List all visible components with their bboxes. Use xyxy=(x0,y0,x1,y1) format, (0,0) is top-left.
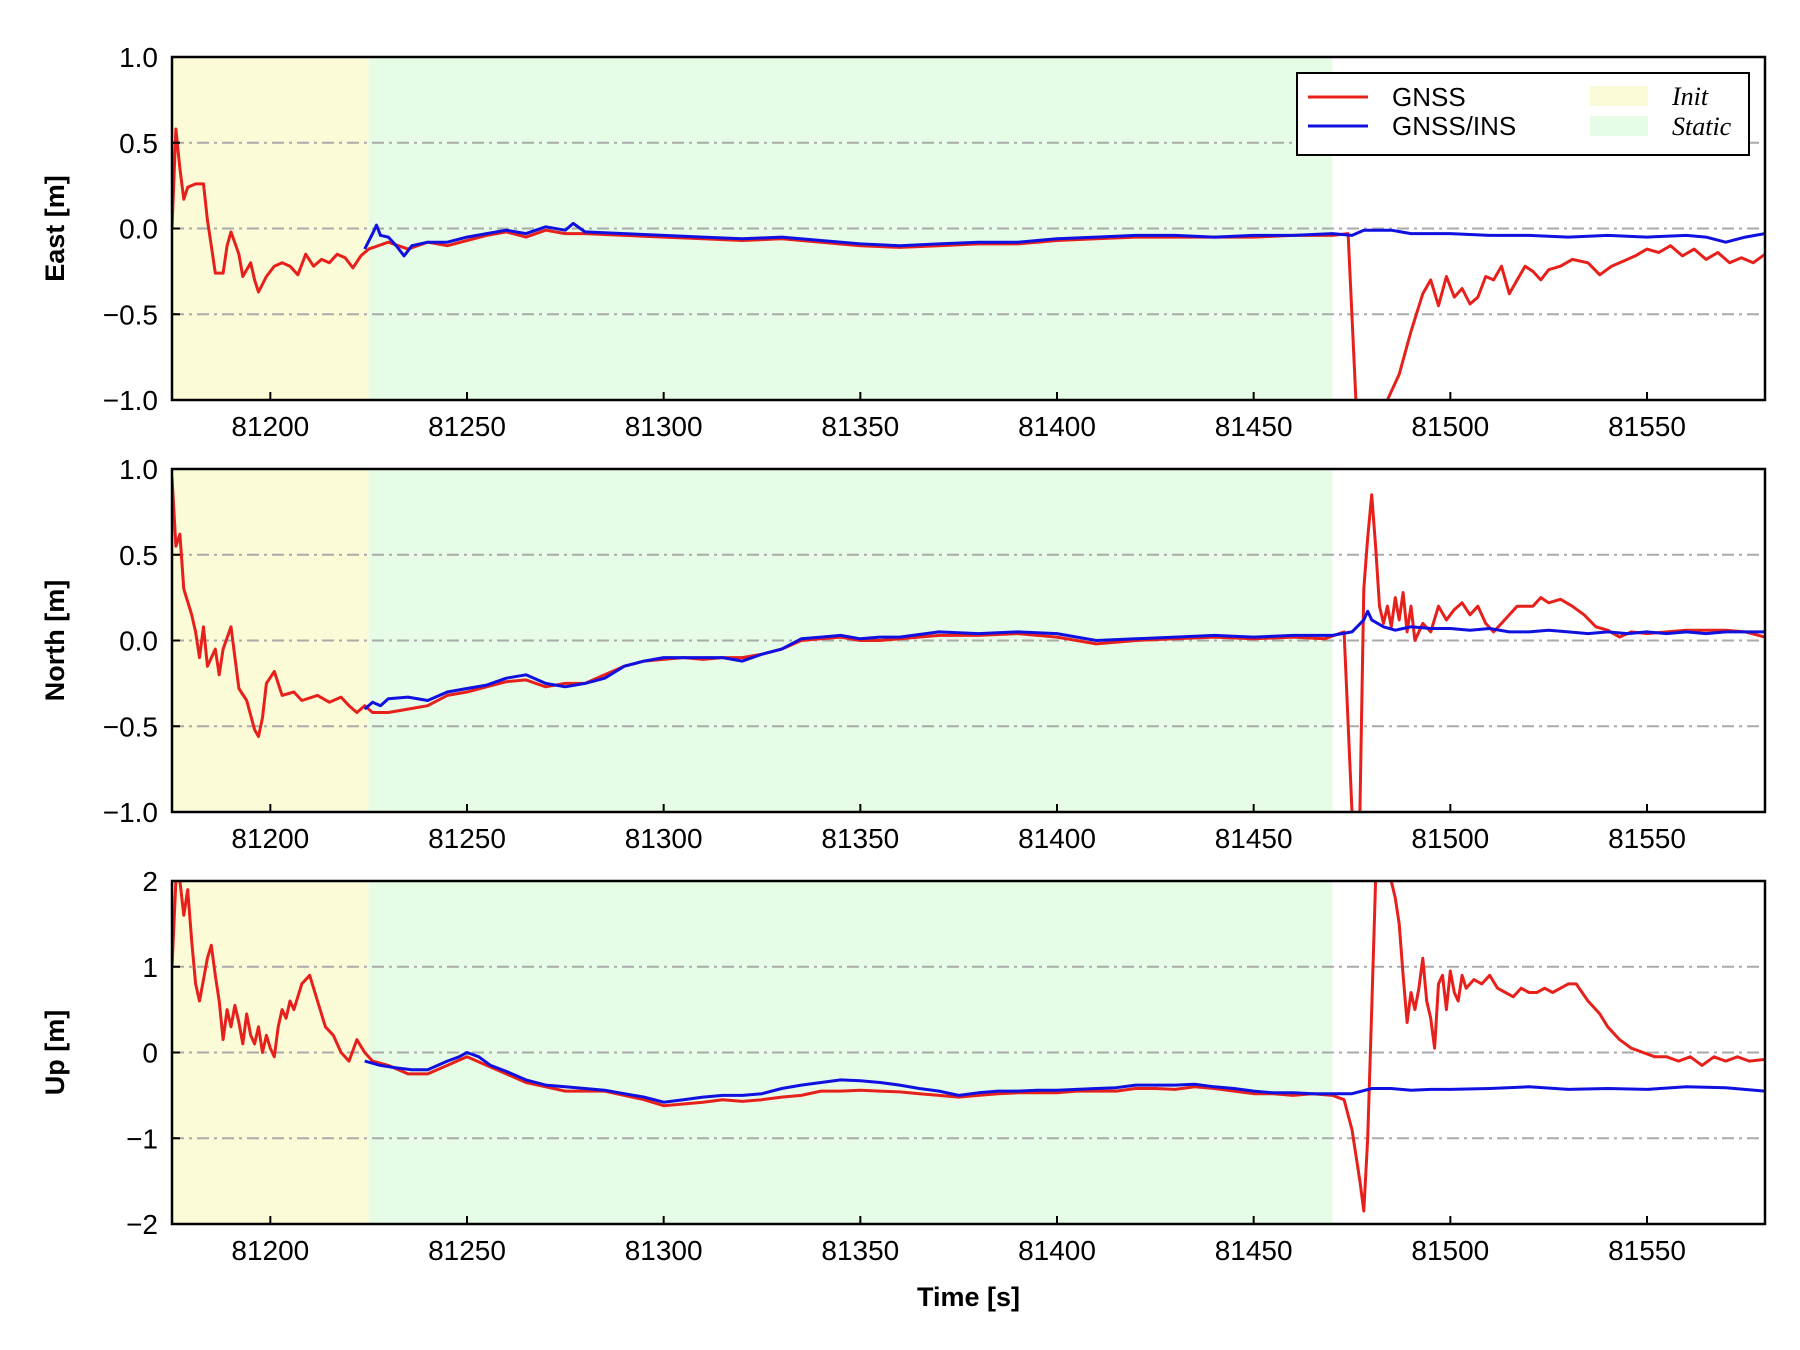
series-group xyxy=(172,127,1765,400)
y-tick-label: 0 xyxy=(142,1038,158,1069)
x-tick-label: 81400 xyxy=(1018,823,1096,854)
legend-swatch-init xyxy=(1590,86,1648,106)
x-tick-label: 81450 xyxy=(1215,823,1293,854)
y-tick-label: −1.0 xyxy=(103,797,158,828)
x-tick-label: 81450 xyxy=(1215,411,1293,442)
x-tick-label: 81400 xyxy=(1018,1235,1096,1266)
x-axis-label: Time [s] xyxy=(917,1282,1020,1312)
y-tick-label: 0.0 xyxy=(119,214,158,245)
legend-swatch-static xyxy=(1590,116,1648,136)
x-tick-label: 81200 xyxy=(231,823,309,854)
panel-1: 81200 81250 81300 81350 81400 81450 81500 81550… xyxy=(40,42,1767,442)
y-tick-label: 2 xyxy=(142,866,158,897)
x-tick-label: 81250 xyxy=(428,823,506,854)
y-tick-label: 0.5 xyxy=(119,540,158,571)
x-tick-label: 81350 xyxy=(821,411,899,442)
x-tick-label: 81500 xyxy=(1411,411,1489,442)
series-line-gnss-ins xyxy=(364,1051,1765,1104)
series-line-gnss xyxy=(172,477,1354,812)
series-line-gnss-ins xyxy=(363,221,1765,258)
x-tick-label: 81200 xyxy=(231,411,309,442)
y-tick-label: −2 xyxy=(126,1209,158,1240)
x-tick-label: 81550 xyxy=(1608,823,1686,854)
y-tick-label: 1.0 xyxy=(119,42,158,73)
x-tick-label: 81550 xyxy=(1608,411,1686,442)
series-line-gnss xyxy=(1358,493,1765,812)
series-line-gnss xyxy=(172,127,1358,400)
panel-3: 81200 81250 81300 81350 81400 81450 81500 81550… xyxy=(40,866,1767,1312)
y-tick-label: 1.0 xyxy=(119,454,158,485)
x-tick-label: 81300 xyxy=(625,823,703,854)
x-tick-label: 81500 xyxy=(1411,1235,1489,1266)
y-tick-label: −1 xyxy=(126,1123,158,1154)
y-axis-label: North [m] xyxy=(40,580,70,701)
x-tick-label: 81300 xyxy=(625,411,703,442)
legend-label-gnss-ins: GNSS/INS xyxy=(1392,111,1516,141)
x-tick-label: 81450 xyxy=(1215,1235,1293,1266)
x-tick-label: 81200 xyxy=(231,1235,309,1266)
y-tick-label: −0.5 xyxy=(103,711,158,742)
y-axis-label: Up [m] xyxy=(40,1010,70,1095)
legend-label-static: Static xyxy=(1672,112,1732,141)
x-tick-label: 81250 xyxy=(428,411,506,442)
x-tick-label: 81550 xyxy=(1608,1235,1686,1266)
panel-2: 81200 81250 81300 81350 81400 81450 81500 81550… xyxy=(40,454,1767,854)
x-tick-label: 81500 xyxy=(1411,823,1489,854)
series-line-gnss-ins xyxy=(363,609,1765,711)
legend-frame xyxy=(1296,72,1750,156)
series-group xyxy=(172,881,1765,1213)
x-tick-label: 81350 xyxy=(821,823,899,854)
legend-label-gnss: GNSS xyxy=(1392,82,1466,112)
x-tick-label: 81300 xyxy=(625,1235,703,1266)
x-tick-label: 81400 xyxy=(1018,411,1096,442)
legend: GNSS GNSS/INS Init Static xyxy=(1296,72,1750,156)
x-tick-label: 81350 xyxy=(821,1235,899,1266)
series-group xyxy=(172,477,1765,812)
y-axis-label: East [m] xyxy=(40,175,70,282)
legend-label-init: Init xyxy=(1671,82,1709,111)
y-tick-label: 0.0 xyxy=(119,626,158,657)
y-tick-label: 1 xyxy=(142,952,158,983)
x-tick-label: 81250 xyxy=(428,1235,506,1266)
series-line-gnss xyxy=(178,881,1378,1213)
series-line-gnss xyxy=(1386,244,1765,400)
y-tick-label: 0.5 xyxy=(119,128,158,159)
y-tick-label: −0.5 xyxy=(103,299,158,330)
series-line-gnss xyxy=(1389,881,1765,1067)
y-tick-label: −1.0 xyxy=(103,385,158,416)
